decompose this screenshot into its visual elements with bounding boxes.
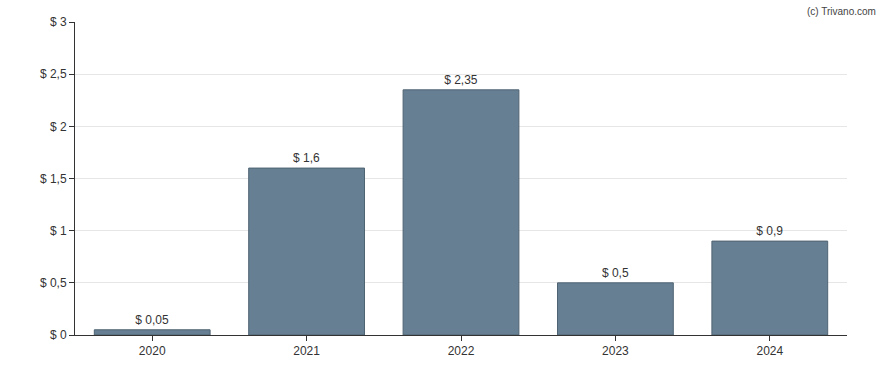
svg-text:2021: 2021 (293, 344, 320, 358)
svg-text:$ 2,5: $ 2,5 (40, 67, 67, 81)
svg-text:2024: 2024 (756, 344, 783, 358)
svg-text:$ 0: $ 0 (50, 328, 67, 342)
svg-text:(c) Trivano.com: (c) Trivano.com (807, 6, 876, 17)
svg-text:$ 2,35: $ 2,35 (444, 73, 478, 87)
svg-text:$ 0,5: $ 0,5 (602, 266, 629, 280)
svg-text:2023: 2023 (602, 344, 629, 358)
svg-text:$ 1: $ 1 (50, 224, 67, 238)
svg-text:$ 0,5: $ 0,5 (40, 276, 67, 290)
svg-text:$ 0,9: $ 0,9 (756, 224, 783, 238)
svg-text:2022: 2022 (448, 344, 475, 358)
svg-text:$ 1,5: $ 1,5 (40, 172, 67, 186)
svg-text:$ 2: $ 2 (50, 120, 67, 134)
svg-text:$ 0,05: $ 0,05 (135, 313, 169, 327)
svg-text:2020: 2020 (139, 344, 166, 358)
svg-text:$ 3: $ 3 (50, 15, 67, 29)
svg-text:$ 1,6: $ 1,6 (293, 151, 320, 165)
